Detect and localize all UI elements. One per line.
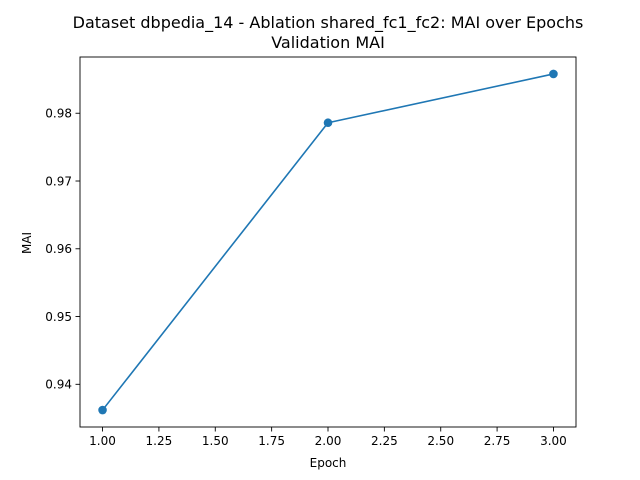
y-tick-label: 0.94	[45, 378, 72, 392]
series-layer	[98, 69, 558, 415]
x-tick-label: 1.75	[258, 434, 285, 448]
x-axis-label: Epoch	[310, 456, 347, 470]
chart-title: Dataset dbpedia_14 - Ablation shared_fc1…	[73, 13, 584, 33]
data-point	[549, 69, 558, 79]
x-tick-label: 3.00	[540, 434, 567, 448]
x-tick-label: 2.50	[427, 434, 454, 448]
chart-subtitle: Validation MAI	[271, 33, 385, 52]
x-tick-label: 2.25	[371, 434, 398, 448]
y-tick-label: 0.98	[45, 107, 72, 121]
plot-area	[80, 57, 576, 427]
y-tick-label: 0.97	[45, 174, 72, 188]
x-tick-label: 2.00	[315, 434, 342, 448]
plot-background	[80, 57, 576, 427]
y-axis-label: MAI	[20, 232, 34, 254]
y-tick-label: 0.95	[45, 310, 72, 324]
data-point	[98, 405, 107, 415]
y-axis-ticks: 0.94 0.95 0.96 0.97 0.98	[45, 107, 80, 392]
data-point	[323, 118, 333, 128]
x-tick-label: 1.00	[89, 434, 116, 448]
x-tick-label: 1.25	[146, 434, 173, 448]
x-tick-label: 2.75	[484, 434, 511, 448]
x-tick-label: 1.50	[202, 434, 229, 448]
y-tick-label: 0.96	[45, 242, 72, 256]
x-axis-ticks: 1.00 1.25 1.50 1.75 2.00 2.25 2.50 2.75 3.00	[89, 427, 567, 448]
